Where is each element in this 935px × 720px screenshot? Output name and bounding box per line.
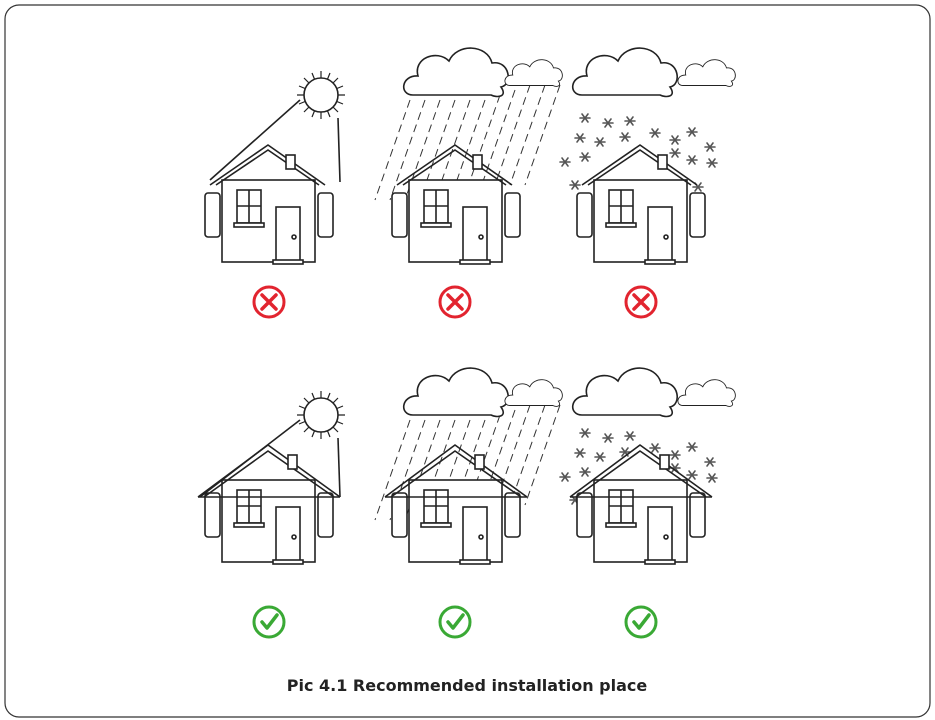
frame — [5, 5, 930, 717]
cross-icon — [626, 287, 656, 317]
figure: Pic 4.1 Recommended installation place — [0, 0, 935, 720]
cross-icon — [254, 287, 284, 317]
caption: Pic 4.1 Recommended installation place — [287, 676, 648, 695]
check-icon — [254, 607, 284, 637]
cross-icon — [440, 287, 470, 317]
check-icon — [440, 607, 470, 637]
check-icon — [626, 607, 656, 637]
